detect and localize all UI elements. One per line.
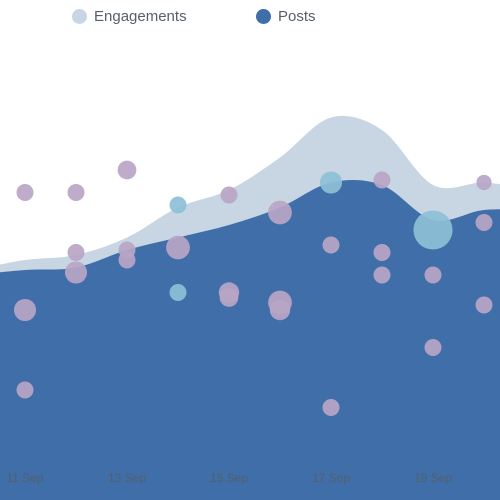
bubble-point[interactable] xyxy=(322,399,340,416)
x-tick-label: 11 Sep xyxy=(6,471,43,485)
x-tick-label: 15 Sep xyxy=(210,471,248,485)
bubble-point[interactable] xyxy=(268,200,292,225)
bubble-point[interactable] xyxy=(67,244,85,261)
legend-swatch-posts xyxy=(256,9,271,24)
bubble-point[interactable] xyxy=(118,251,136,269)
bubble-point[interactable] xyxy=(16,184,34,201)
area-layer xyxy=(0,115,500,500)
legend-label-engagements: Engagements xyxy=(94,8,187,25)
bubble-point[interactable] xyxy=(169,196,187,214)
bubble-point[interactable] xyxy=(475,296,493,314)
bubble-point[interactable] xyxy=(424,339,442,356)
bubble-layer xyxy=(13,160,493,416)
x-axis-ticks: 11 Sep 13 Sep 15 Sep 17 Sep 19 Sep xyxy=(6,471,452,485)
bubble-point[interactable] xyxy=(64,261,88,284)
bubble-point[interactable] xyxy=(373,266,391,284)
bubble-point[interactable] xyxy=(220,186,238,204)
bubble-point[interactable] xyxy=(166,235,190,260)
x-tick-label: 13 Sep xyxy=(108,471,146,485)
legend-label-posts: Posts xyxy=(278,8,316,25)
legend-item-engagements[interactable]: Engagements xyxy=(72,8,187,25)
bubble-point[interactable] xyxy=(475,214,493,231)
bubble-point[interactable] xyxy=(16,381,34,399)
x-tick-label: 17 Sep xyxy=(312,471,350,485)
bubble-point[interactable] xyxy=(219,288,239,307)
bubble-point[interactable] xyxy=(322,236,340,254)
legend-item-posts[interactable]: Posts xyxy=(256,8,316,25)
legend: Engagements Posts xyxy=(0,8,500,30)
legend-swatch-engagements xyxy=(72,9,87,24)
bubble-point[interactable] xyxy=(373,244,391,261)
bubble-point[interactable] xyxy=(319,171,343,194)
bubble-point[interactable] xyxy=(269,299,291,321)
x-tick-label: 19 Sep xyxy=(414,471,452,485)
bubble-point[interactable] xyxy=(373,171,391,189)
bubble-point[interactable] xyxy=(13,298,37,322)
bubble-point[interactable] xyxy=(117,160,137,180)
bubble-point[interactable] xyxy=(424,266,442,284)
bubble-point[interactable] xyxy=(476,174,492,191)
bubble-point[interactable] xyxy=(413,210,453,250)
bubble-point[interactable] xyxy=(67,184,85,201)
bubble-point[interactable] xyxy=(169,284,187,301)
